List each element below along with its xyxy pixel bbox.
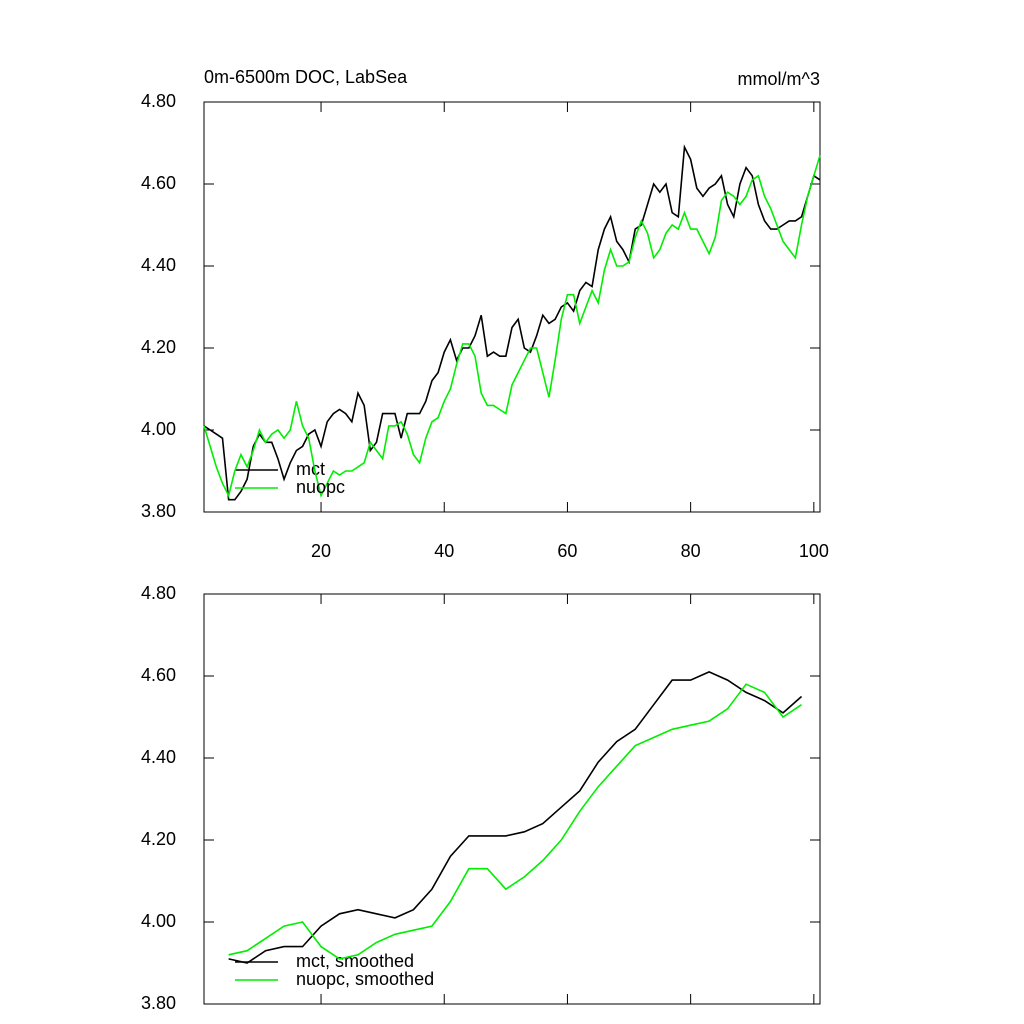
y-tick-label: 4.80 (141, 91, 176, 111)
y-tick-label: 4.40 (141, 255, 176, 275)
y-tick-label: 4.60 (141, 173, 176, 193)
y-tick-label: 4.20 (141, 337, 176, 357)
data-line (203, 155, 821, 498)
data-line (203, 144, 821, 501)
legend-label: nuopc, smoothed (296, 969, 434, 989)
x-tick-label: 40 (434, 541, 454, 561)
data-line (228, 671, 803, 964)
legend-label: mct (296, 459, 325, 479)
legend-label: nuopc (296, 477, 345, 497)
y-tick-label: 3.80 (141, 501, 176, 521)
y-tick-label: 3.80 (141, 993, 176, 1013)
x-tick-label: 100 (799, 541, 829, 561)
x-tick-label: 60 (557, 541, 577, 561)
x-tick-label: 20 (311, 541, 331, 561)
data-line (228, 683, 802, 960)
y-tick-label: 4.80 (141, 583, 176, 603)
x-tick-label: 80 (681, 541, 701, 561)
y-tick-label: 4.00 (141, 911, 176, 931)
units-label: mmol/m^3 (738, 69, 820, 89)
y-tick-label: 4.40 (141, 747, 176, 767)
y-tick-label: 4.20 (141, 829, 176, 849)
y-tick-label: 4.00 (141, 419, 176, 439)
plot-frame (203, 593, 821, 1005)
plot-frame (203, 101, 821, 513)
legend-label: mct, smoothed (296, 951, 414, 971)
y-tick-label: 4.60 (141, 665, 176, 685)
chart-title: 0m-6500m DOC, LabSea (204, 67, 408, 87)
